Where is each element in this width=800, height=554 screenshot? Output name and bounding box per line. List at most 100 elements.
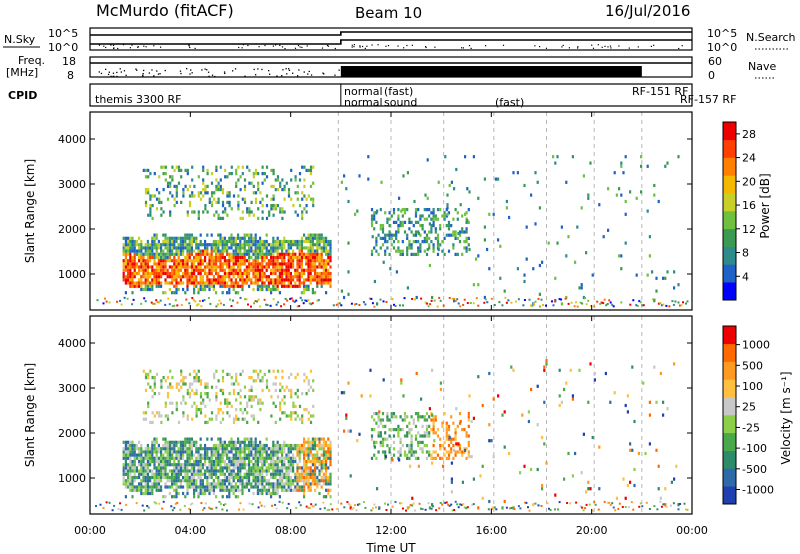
echo-cell — [456, 252, 459, 256]
echo-cell — [186, 249, 189, 253]
echo-cell — [287, 463, 290, 467]
ground-scatter-cell — [517, 505, 520, 508]
echo-cell — [239, 466, 242, 470]
echo-cell — [164, 447, 167, 451]
echo-cell — [254, 447, 257, 451]
echo-cell — [215, 252, 218, 256]
echo-cell — [322, 236, 325, 240]
ground-scatter-cell — [685, 508, 687, 511]
echo-cell — [272, 243, 275, 247]
echo-cell — [567, 451, 570, 456]
ground-scatter-cell — [105, 300, 108, 303]
echo-cell — [179, 236, 182, 240]
echo-cell — [523, 279, 526, 284]
echo-cell — [193, 278, 196, 282]
ground-scatter-cell — [116, 300, 119, 303]
echo-cell — [477, 196, 480, 200]
echo-cell — [292, 255, 295, 260]
echo-cell — [467, 415, 470, 419]
echo-cell — [228, 287, 231, 292]
echo-cell — [589, 362, 592, 366]
echo-cell — [388, 447, 391, 451]
ground-scatter-cell — [210, 507, 213, 510]
echo-cell — [245, 259, 248, 263]
echo-cell — [168, 259, 171, 263]
echo-cell — [149, 488, 152, 492]
echo-cell — [243, 463, 246, 467]
echo-cell — [168, 485, 171, 489]
ground-scatter-cell — [680, 304, 683, 307]
echo-cell — [171, 475, 174, 480]
echo-cell — [265, 194, 269, 198]
echo-cell — [287, 255, 290, 260]
echo-cell — [237, 165, 240, 169]
echo-cell — [199, 278, 202, 282]
echo-cell — [301, 414, 304, 418]
echo-cell — [432, 450, 435, 454]
ground-scatter-cell — [232, 299, 234, 302]
echo-cell — [256, 466, 259, 470]
echo-cell — [320, 475, 323, 480]
echo-cell — [392, 211, 396, 215]
echo-cell — [232, 443, 235, 448]
echo-cell — [195, 411, 198, 415]
colorbar-segment — [723, 450, 736, 469]
echo-cell — [402, 174, 405, 178]
echo-cell — [138, 453, 141, 457]
echo-cell — [226, 275, 229, 279]
echo-cell — [133, 243, 136, 247]
echo-cell — [316, 246, 319, 250]
echo-cell — [421, 447, 424, 451]
echo-cell — [646, 273, 649, 277]
echo-cell — [162, 271, 165, 276]
echo-cell — [212, 275, 215, 279]
echo-cell — [388, 217, 391, 221]
echo-cell — [144, 491, 147, 496]
echo-cell — [157, 447, 160, 451]
echo-cell — [228, 236, 231, 240]
echo-cell — [349, 429, 352, 433]
echo-cell — [367, 155, 370, 159]
echo-cell — [384, 437, 387, 441]
echo-cell — [124, 278, 127, 282]
echo-cell — [164, 239, 167, 244]
echo-cell — [525, 257, 528, 261]
echo-cell — [221, 268, 224, 272]
echo-cell — [392, 447, 396, 451]
ground-scatter-cell — [438, 507, 441, 510]
ground-scatter-cell — [152, 302, 155, 305]
echo-cell — [195, 463, 198, 467]
echo-cell — [283, 281, 286, 285]
echo-cell — [153, 172, 156, 176]
echo-cell — [281, 482, 284, 486]
echo-cell — [274, 382, 277, 386]
echo-cell — [135, 466, 138, 470]
echo-cell — [228, 200, 231, 204]
echo-cell — [208, 463, 211, 467]
echo-cell — [241, 479, 244, 483]
echo-cell — [254, 200, 258, 204]
echo-cell — [127, 265, 130, 269]
echo-cell — [265, 488, 268, 492]
echo-cell — [447, 220, 451, 224]
echo-cell — [241, 466, 244, 470]
echo-cell — [465, 447, 468, 451]
echo-cell — [431, 503, 434, 507]
echo-cell — [390, 243, 393, 247]
echo-cell — [160, 469, 163, 473]
echo-cell — [472, 477, 475, 481]
echo-cell — [281, 271, 284, 276]
freq-dot — [108, 71, 110, 73]
echo-cell — [259, 284, 262, 288]
echo-cell — [373, 412, 376, 416]
echo-cell — [325, 291, 328, 295]
echo-cell — [175, 479, 178, 483]
echo-cell — [294, 475, 297, 480]
echo-cell — [160, 275, 163, 279]
echo-cell — [177, 450, 180, 454]
echo-cell — [421, 240, 424, 244]
echo-cell — [162, 249, 165, 253]
echo-cell — [257, 181, 260, 185]
echo-cell — [215, 165, 218, 169]
echo-cell — [239, 450, 242, 454]
